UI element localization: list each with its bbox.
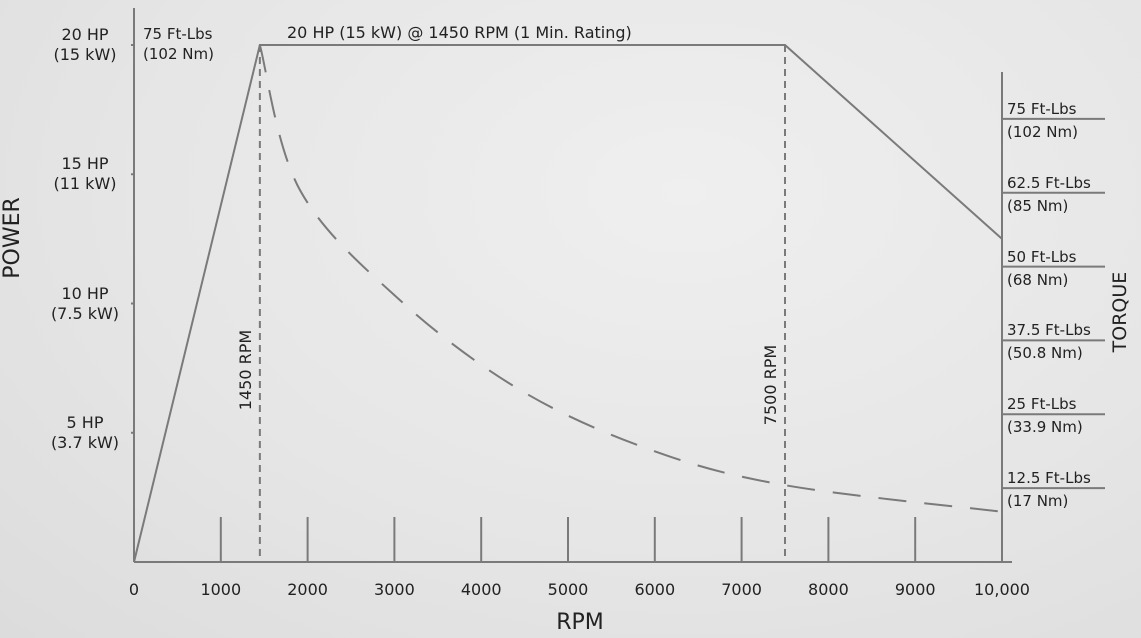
x-tick-label: 9000	[894, 580, 936, 599]
y2-tick-label: 12.5 Ft-Lbs (17 Nm)	[1007, 469, 1091, 511]
annotation: 75 Ft-Lbs (102 Nm)	[143, 25, 214, 63]
y2-tick-label: 25 Ft-Lbs (33.9 Nm)	[1007, 395, 1083, 437]
power-curve	[133, 44, 1003, 563]
y-tick-label: 10 HP (7.5 kW)	[50, 283, 120, 323]
y-axis-label: POWER	[0, 197, 25, 279]
x-tick-label: 0	[128, 580, 140, 599]
x-tick-label: 1000	[200, 580, 242, 599]
x-tick-label: 5000	[547, 580, 589, 599]
y2-axis-label: TORQUE	[1109, 271, 1131, 353]
x-axis-label: RPM	[556, 610, 604, 635]
x-tick-label: 10,000	[974, 580, 1030, 599]
y2-tick-label: 37.5 Ft-Lbs (50.8 Nm)	[1007, 321, 1091, 363]
x-tick-label: 3000	[374, 580, 415, 599]
x-tick-label: 8000	[808, 580, 849, 599]
y2-tick-label: 50 Ft-Lbs (68 Nm)	[1007, 247, 1077, 289]
x-tick-label: 4000	[460, 580, 502, 599]
annotation: 20 HP (15 kW) @ 1450 RPM (1 Min. Rating)	[287, 23, 632, 42]
y-tick-label: 15 HP (11 kW)	[53, 154, 117, 194]
y2-tick-label: 62.5 Ft-Lbs (85 Nm)	[1007, 173, 1091, 215]
torque-curve	[258, 44, 1003, 513]
x-tick-label: 6000	[634, 580, 676, 599]
y-tick-label: 20 HP (15 kW)	[53, 25, 117, 64]
x-tick-label: 2000	[287, 580, 328, 599]
y2-tick-label: 75 Ft-Lbs (102 Nm)	[1007, 99, 1078, 141]
reference-label: 7500 RPM	[761, 344, 780, 426]
reference-label: 1450 RPM	[235, 329, 255, 411]
x-tick-label: 7000	[721, 580, 762, 599]
y-tick-label: 5 HP (3.7 kW)	[50, 412, 120, 452]
